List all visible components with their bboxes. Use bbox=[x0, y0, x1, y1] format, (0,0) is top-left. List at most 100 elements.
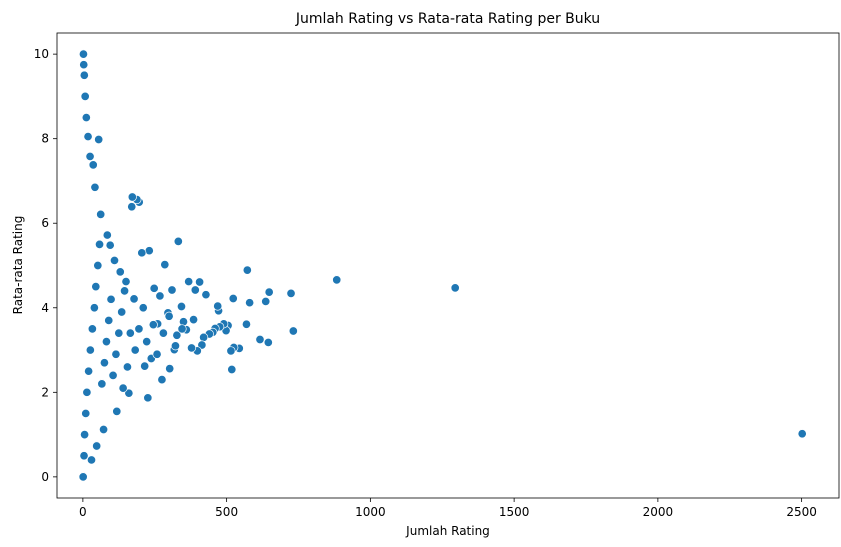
data-point bbox=[96, 209, 106, 219]
y-tick-label: 4 bbox=[41, 301, 49, 315]
data-point bbox=[80, 430, 90, 440]
data-point bbox=[286, 288, 296, 298]
data-point bbox=[127, 202, 137, 212]
data-point bbox=[79, 60, 89, 70]
data-point bbox=[93, 260, 103, 271]
data-point bbox=[228, 293, 238, 304]
data-point bbox=[450, 283, 460, 293]
data-point bbox=[102, 230, 112, 240]
data-point bbox=[187, 343, 197, 353]
x-tick-label: 2000 bbox=[643, 505, 674, 519]
data-point bbox=[165, 364, 175, 374]
x-tick-label: 1000 bbox=[355, 505, 386, 519]
data-point bbox=[127, 192, 137, 202]
data-point bbox=[80, 91, 90, 101]
data-point bbox=[83, 132, 93, 142]
data-point bbox=[112, 406, 122, 416]
data-point bbox=[124, 388, 134, 398]
data-point bbox=[213, 301, 223, 311]
data-point bbox=[173, 236, 183, 246]
data-point bbox=[115, 267, 125, 277]
data-point bbox=[120, 286, 130, 296]
data-point bbox=[201, 290, 211, 300]
data-point bbox=[101, 337, 111, 347]
data-point bbox=[264, 287, 274, 297]
data-point bbox=[82, 387, 92, 397]
data-point bbox=[197, 340, 207, 350]
chart-title: Jumlah Rating vs Rata-rata Rating per Bu… bbox=[295, 11, 600, 27]
data-point bbox=[176, 301, 187, 312]
data-point bbox=[227, 364, 237, 375]
y-tick-label: 2 bbox=[41, 385, 49, 399]
data-point bbox=[241, 319, 252, 329]
data-point bbox=[118, 383, 128, 393]
data-point bbox=[86, 455, 97, 465]
data-point bbox=[108, 370, 118, 380]
data-point bbox=[137, 248, 147, 258]
data-point bbox=[189, 315, 199, 325]
data-point bbox=[177, 324, 187, 334]
data-point bbox=[81, 112, 91, 123]
data-point bbox=[184, 277, 194, 287]
data-point bbox=[79, 451, 89, 461]
data-point bbox=[84, 366, 94, 376]
data-point bbox=[170, 341, 180, 351]
y-tick-label: 6 bbox=[41, 216, 49, 230]
data-point bbox=[288, 326, 298, 336]
data-point bbox=[255, 334, 265, 345]
data-point bbox=[87, 324, 97, 334]
x-axis-ticks: 0 500 1000 1500 2000 2500 bbox=[79, 498, 817, 519]
data-point bbox=[85, 345, 95, 355]
data-point bbox=[332, 275, 342, 285]
data-point bbox=[109, 255, 120, 265]
x-tick-label: 0 bbox=[79, 505, 87, 519]
data-point bbox=[78, 49, 88, 59]
data-point bbox=[121, 277, 131, 287]
data-point bbox=[106, 294, 116, 304]
x-tick-label: 2500 bbox=[786, 505, 817, 519]
data-point bbox=[167, 285, 177, 295]
data-point bbox=[190, 285, 200, 295]
data-point bbox=[172, 330, 182, 340]
data-point bbox=[89, 303, 99, 313]
data-point bbox=[261, 296, 271, 306]
x-tick-label: 500 bbox=[215, 505, 238, 519]
y-tick-label: 10 bbox=[34, 47, 49, 61]
data-point bbox=[157, 375, 167, 385]
data-point bbox=[226, 346, 236, 356]
y-tick-label: 0 bbox=[41, 470, 49, 484]
data-point bbox=[117, 307, 127, 317]
data-point bbox=[797, 429, 807, 439]
data-point bbox=[148, 320, 158, 330]
data-point bbox=[195, 277, 205, 287]
data-point bbox=[95, 239, 105, 249]
data-point bbox=[140, 361, 150, 371]
x-axis-label: Jumlah Rating bbox=[405, 524, 490, 538]
data-point bbox=[155, 291, 165, 301]
data-point bbox=[90, 182, 100, 192]
data-point bbox=[199, 332, 209, 342]
data-point bbox=[245, 298, 255, 308]
data-point bbox=[99, 424, 109, 435]
data-point bbox=[122, 362, 132, 372]
data-point bbox=[88, 160, 98, 170]
data-point bbox=[144, 246, 154, 256]
data-point bbox=[125, 328, 135, 338]
data-point bbox=[97, 379, 107, 389]
data-point bbox=[160, 260, 170, 270]
data-point bbox=[81, 408, 91, 419]
data-point bbox=[263, 337, 273, 347]
data-point bbox=[242, 265, 252, 275]
data-point bbox=[134, 324, 144, 334]
data-point bbox=[79, 70, 89, 80]
data-point bbox=[104, 315, 114, 326]
data-point bbox=[152, 349, 162, 359]
x-tick-label: 1500 bbox=[499, 505, 530, 519]
data-point bbox=[94, 134, 104, 145]
data-point bbox=[149, 283, 159, 293]
data-point bbox=[92, 441, 102, 451]
y-axis-label: Rata-rata Rating bbox=[11, 216, 25, 315]
plot-frame bbox=[56, 32, 840, 499]
data-point bbox=[130, 345, 140, 355]
